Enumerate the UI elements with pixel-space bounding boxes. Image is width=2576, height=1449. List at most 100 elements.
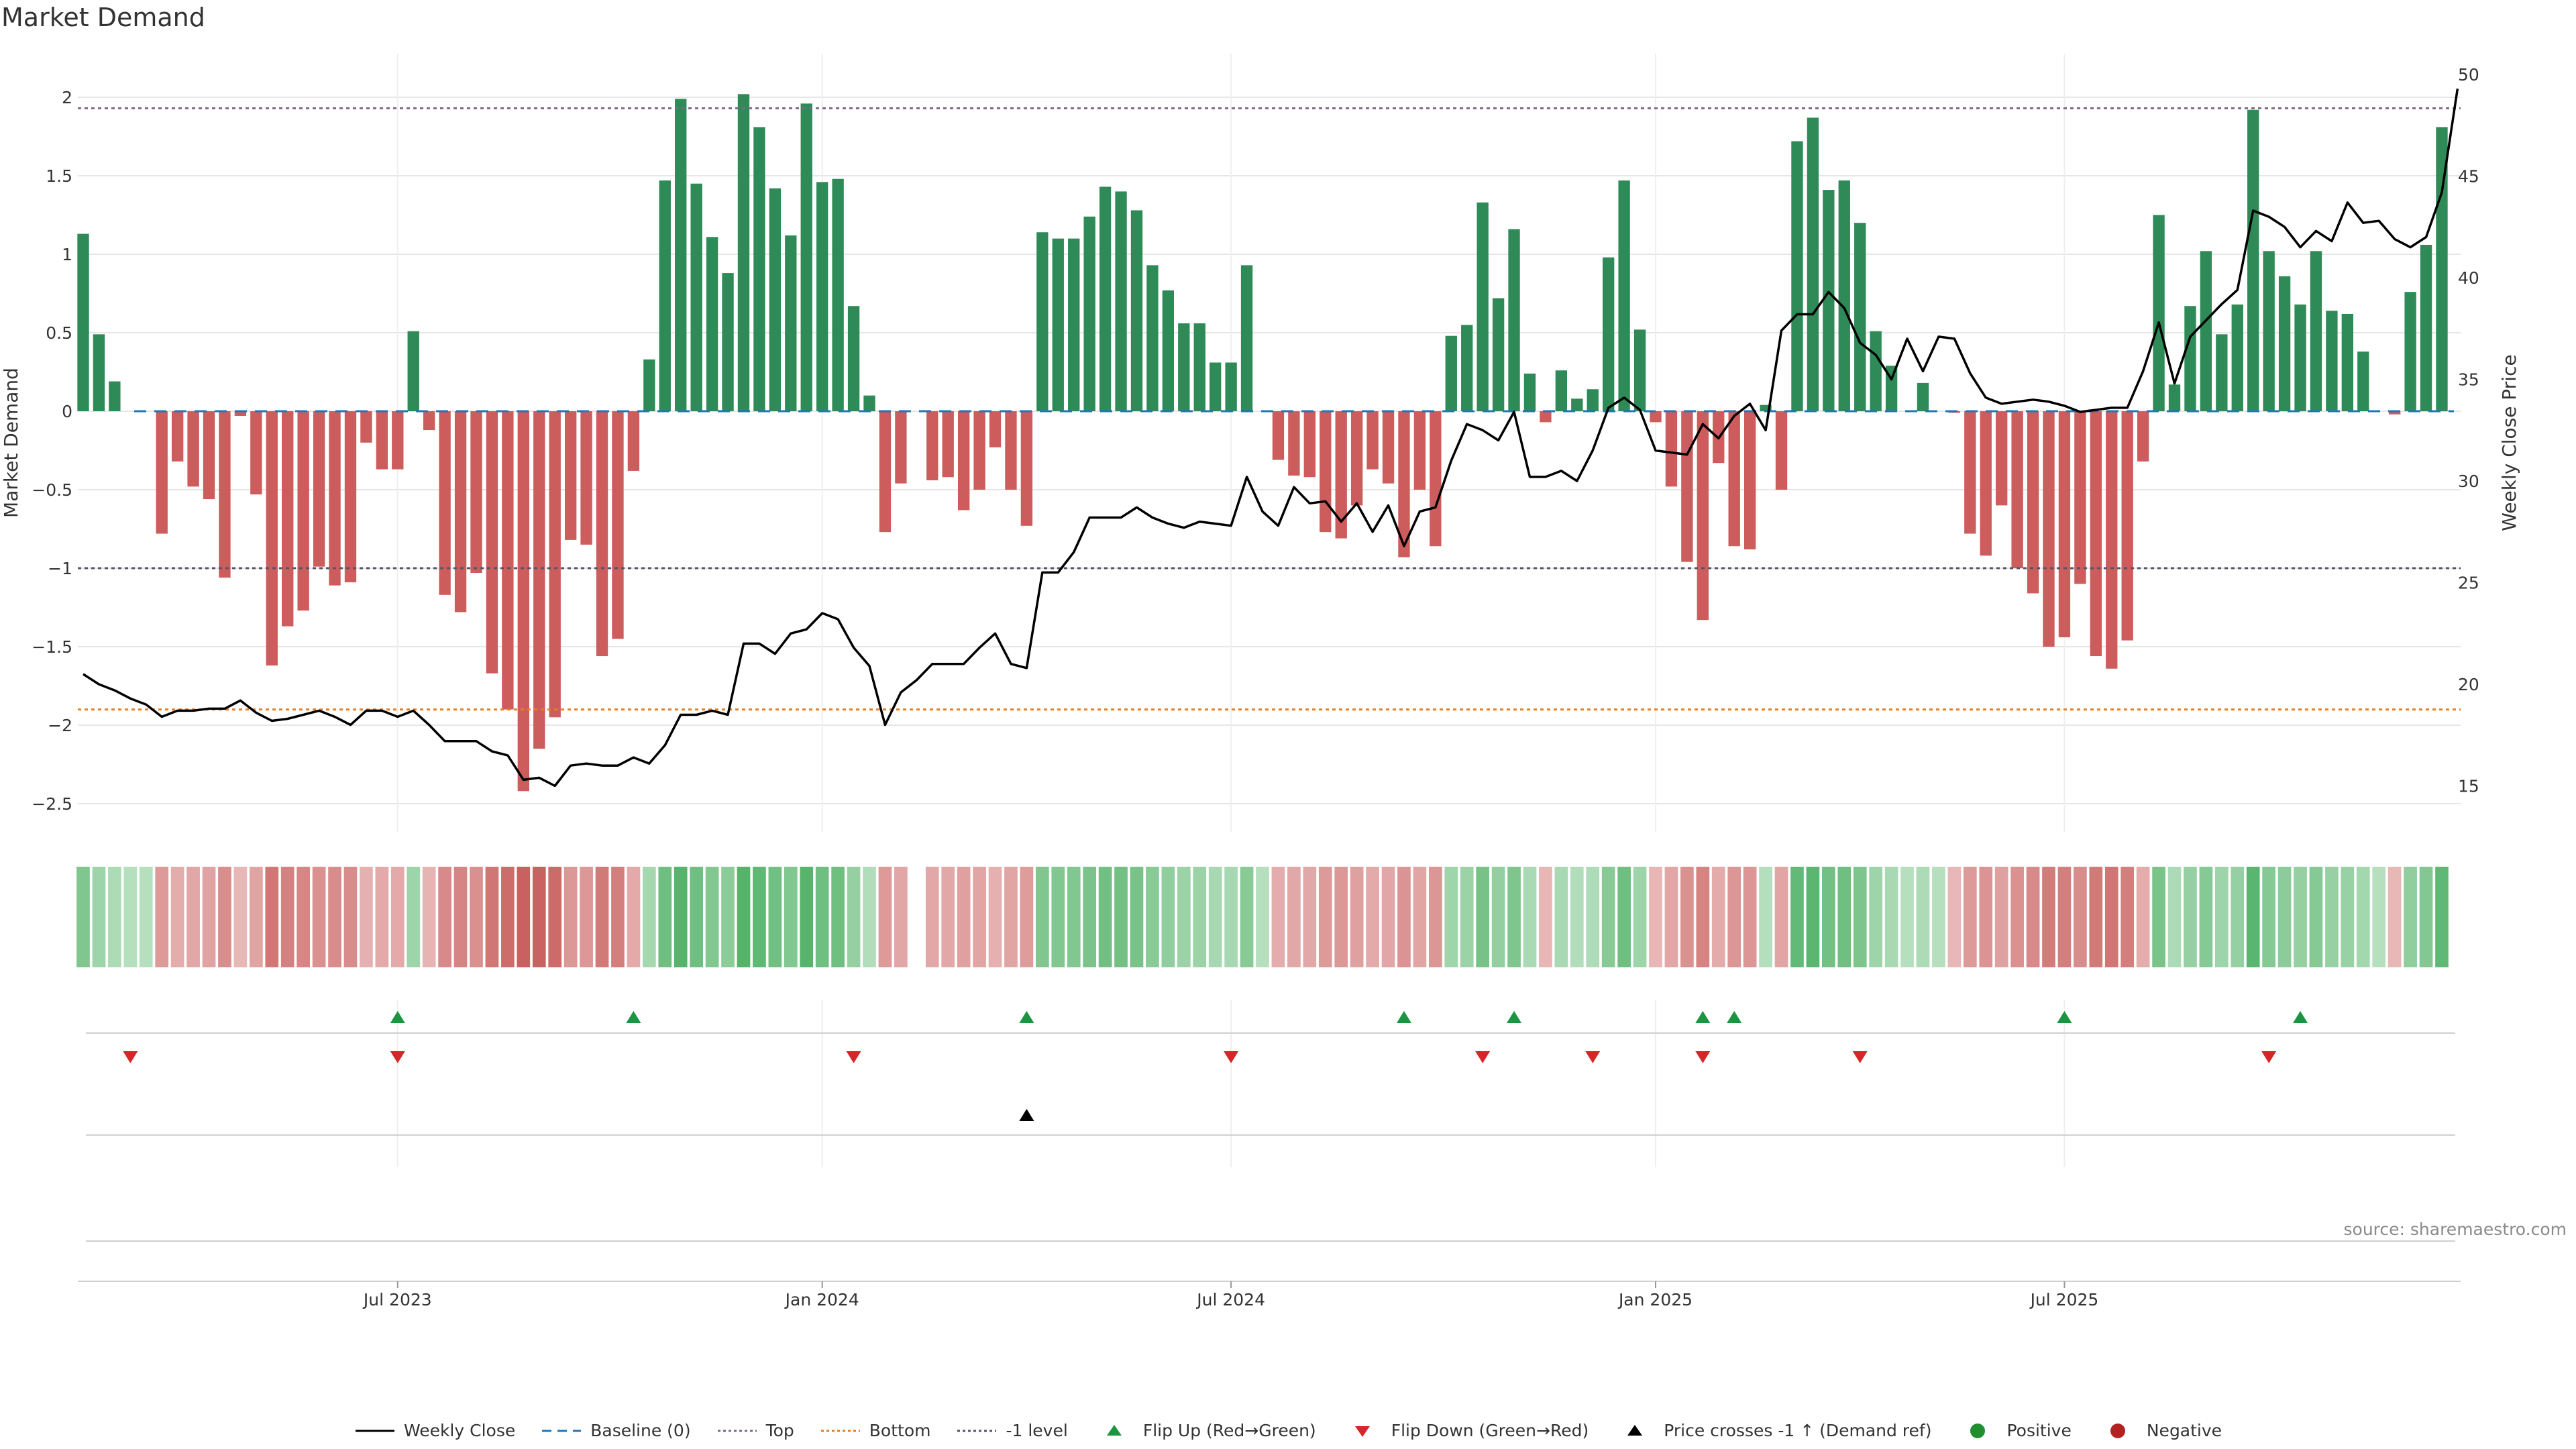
legend-swatch-flip-up [1106,1424,1122,1436]
demand-bar-negative [344,411,357,583]
heat-cell [595,867,609,967]
demand-bar-positive [800,103,812,412]
legend-swatch-flip-down [1354,1426,1370,1437]
heat-cell [92,867,106,967]
heat-cell [988,867,1002,967]
flip-up-marker [2057,1011,2072,1023]
heat-cell [517,867,531,967]
heat-cell [1664,867,1678,967]
demand-bar-negative [486,411,498,674]
heat-cell [2419,867,2433,967]
y2-tick-label: 50 [2458,65,2479,85]
legend-label: Weekly Close [403,1421,516,1440]
y2-tick-label: 40 [2458,268,2479,288]
heat-cell [123,867,138,967]
demand-bar-positive [77,233,89,411]
y2-tick-label: 35 [2458,370,2479,390]
heat-cell [1601,867,1615,967]
demand-bar-negative [2389,411,2401,415]
heat-cell [1759,867,1772,967]
demand-bar-positive [2326,311,2338,411]
demand-bar-positive [1146,265,1159,411]
demand-bar-negative [360,411,372,443]
demand-bar-negative [1775,411,1788,490]
heat-cell [360,867,373,967]
heat-cell [1413,867,1427,967]
heat-cell [2246,867,2260,967]
legend-label: Flip Down (Green→Red) [1391,1421,1589,1440]
heat-cell [863,867,876,967]
x-axis: Jul 2023 Jan 2024 Jul 2024 Jan 2025 Jul 2025 [78,1281,2461,1309]
heat-cell [1224,867,1238,967]
heat-cell [2214,867,2229,967]
demand-bar-negative [502,411,514,710]
x-tick-label: Jul 2023 [362,1290,432,1309]
y2-tick-label: 20 [2458,675,2479,694]
y-tick-label: 2 [62,88,72,107]
demand-bar-negative [1413,411,1426,490]
demand-bar-positive [1917,382,1929,411]
heat-cell [2262,867,2276,967]
heat-cell [815,867,829,967]
heat-cell [1460,867,1474,967]
flip-up-marker [1727,1011,1742,1023]
heat-cell [1570,867,1584,967]
legend-item-negative: Negative [2097,1421,2222,1440]
heat-cell [265,867,279,967]
heat-cell [1114,867,1128,967]
flip-up-marker [1507,1011,1522,1023]
heat-cell [705,867,719,967]
x-tick-label: Jan 2025 [1617,1290,1693,1309]
demand-bar-positive [1240,265,1253,411]
demand-bar-negative [392,411,404,470]
demand-bar-negative [313,411,325,567]
demand-bar-positive [753,127,765,411]
heat-cell [2184,867,2197,967]
demand-bar-positive [785,235,797,411]
heat-cell [2435,867,2449,967]
legend-label: Negative [2146,1421,2222,1440]
heat-cell [1711,867,1725,967]
heat-cell [2057,867,2072,967]
heat-cell [611,867,625,967]
demand-bar-negative [942,411,954,478]
heat-cell [2042,867,2055,967]
axes: 2 1.5 1 0.5 0 −0.5 −1 −1.5 −2 −2.5 Market Demand We… [0,65,2520,814]
heat-cell [2356,867,2370,967]
heat-cell [1523,867,1537,967]
demand-bar-negative [1996,411,2008,506]
heat-cell [878,867,892,967]
chart-title: Market Demand [1,3,205,32]
legend-label: Price crosses -1 ↑ (Demand ref) [1664,1421,1932,1440]
demand-bar-positive [1115,191,1127,411]
heat-cell [1428,867,1442,967]
flip-up-marker [1019,1011,1034,1023]
heat-cell [674,867,688,967]
demand-bar-positive [2357,352,2369,411]
heat-cell [1193,867,1207,967]
demand-bar-negative [329,411,341,586]
heat-cell [1869,867,1883,967]
heat-cell [2136,867,2150,967]
legend-label: Bottom [869,1421,931,1440]
demand-bar-negative [1743,411,1756,549]
demand-bar-positive [1555,370,1568,411]
heat-cell [2026,867,2040,967]
legend-item-weekly-close: Weekly Close [354,1421,515,1440]
heat-cell [501,867,515,967]
legend-item-positive: Positive [1957,1421,2072,1440]
heat-cell [548,867,562,967]
demand-bar-positive [2310,251,2322,411]
heat-cell [1397,867,1411,967]
demand-bar-negative [156,411,168,534]
demand-bar-positive [832,178,844,411]
demand-bar-positive [1854,223,1866,411]
demand-bar-positive [1178,323,1190,411]
demand-bar-positive [1870,331,1882,411]
demand-bar-negative [203,411,215,500]
heat-cell [1837,867,1851,967]
demand-bar-negative [1430,411,1442,547]
heat-cell [280,867,294,967]
demand-bar-negative [2074,411,2086,584]
demand-bar-positive [659,180,671,411]
